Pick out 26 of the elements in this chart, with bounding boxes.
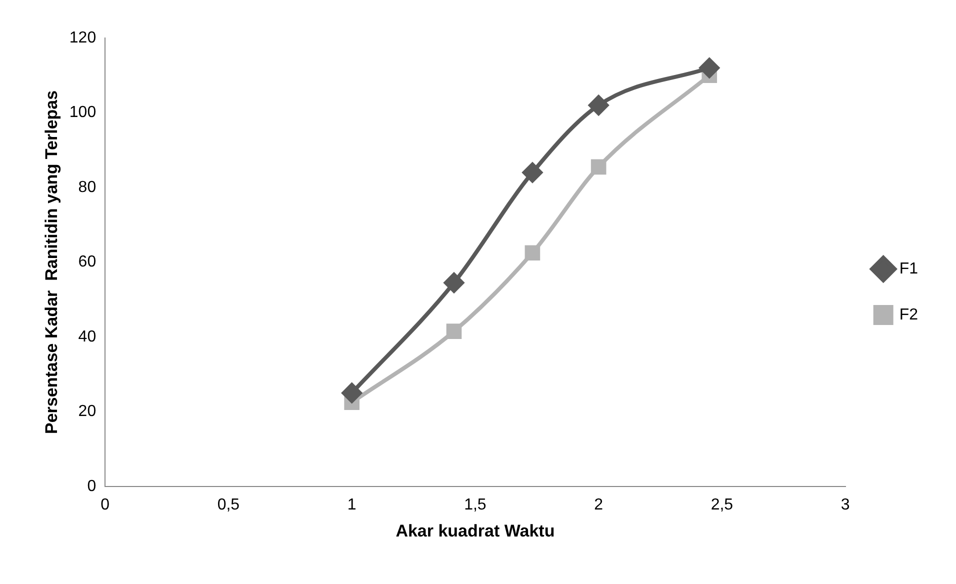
- x-tick-label: 0,5: [217, 496, 240, 514]
- x-tick-label: 3: [840, 496, 850, 514]
- point: [699, 58, 720, 78]
- point: [342, 382, 362, 403]
- x-tick-label: 2,5: [710, 496, 734, 514]
- legend-label: F2: [899, 306, 918, 324]
- point: [446, 324, 462, 339]
- y-axis-title: Persentase Kadar Ranitidin yang Terlepas: [42, 90, 61, 434]
- y-tick-label: 0: [87, 478, 96, 495]
- point: [444, 272, 464, 293]
- y-tick-label: 80: [78, 178, 96, 196]
- y-tick-label: 100: [69, 104, 96, 122]
- legend-label: F1: [899, 260, 918, 278]
- y-tick-label: 120: [69, 29, 96, 46]
- point: [588, 95, 609, 116]
- y-tick-label: 20: [78, 403, 96, 420]
- x-tick-label: 1: [347, 496, 356, 514]
- x-tick-label: 1,5: [464, 496, 486, 514]
- x-tick-label: 0: [100, 496, 110, 514]
- y-tick-label: 60: [78, 254, 96, 271]
- x-axis-title: Akar kuadrat Waktu: [396, 521, 555, 540]
- point: [524, 245, 540, 261]
- point: [590, 159, 606, 175]
- y-tick-label: 40: [78, 328, 96, 346]
- x-tick-label: 2: [594, 496, 604, 514]
- point: [522, 162, 542, 183]
